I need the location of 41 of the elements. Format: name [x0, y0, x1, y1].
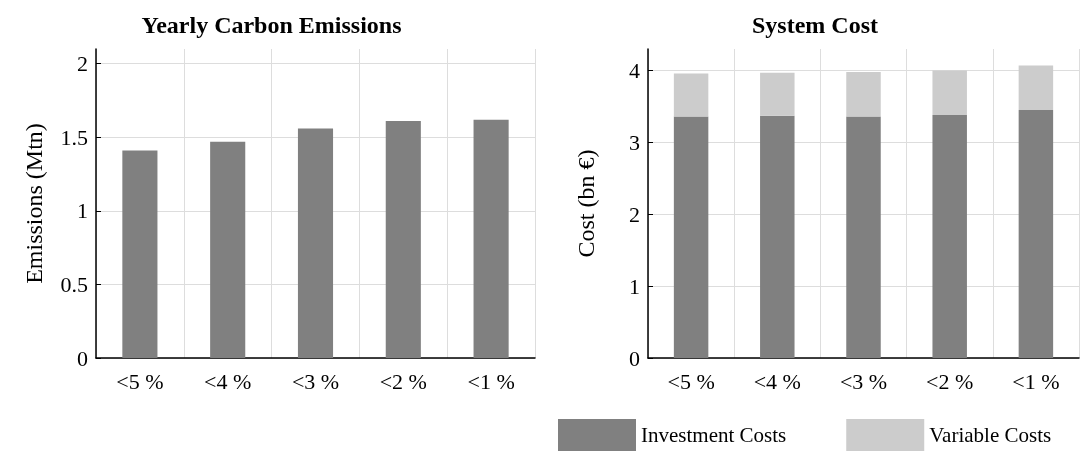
x-tick-label: <1 %	[467, 368, 515, 394]
y-axis-title: Emissions (Mtn)	[21, 123, 47, 284]
y-axis-title: Cost (bn €)	[573, 149, 599, 258]
y-tick-label: 1.5	[60, 124, 88, 150]
y-tick-label: 1	[77, 198, 88, 224]
bar	[846, 72, 881, 117]
bar	[932, 70, 967, 116]
bar	[673, 73, 709, 117]
chart-title: System Cost	[752, 12, 878, 38]
x-tick-label: <5 %	[116, 368, 164, 394]
y-tick-label: 0	[77, 345, 88, 371]
x-tick-label: <3 %	[839, 368, 888, 394]
bar	[385, 121, 421, 358]
bar	[473, 119, 509, 358]
bar	[846, 116, 881, 358]
bar	[673, 116, 709, 358]
y-tick-label: 0	[629, 345, 640, 371]
x-tick-label: <2 %	[379, 368, 427, 394]
bar	[1018, 65, 1054, 111]
bar	[122, 150, 158, 358]
y-tick-label: 2	[77, 51, 88, 77]
bar	[1018, 110, 1054, 358]
x-tick-label: <1 %	[1012, 368, 1060, 394]
y-tick-label: 0.5	[60, 271, 88, 297]
legend-label: Investment Costs	[641, 423, 787, 447]
legend-label: Variable Costs	[929, 423, 1052, 447]
x-tick-label: <3 %	[291, 368, 340, 394]
x-tick-label: <4 %	[204, 368, 252, 394]
x-tick-label: <2 %	[926, 368, 974, 394]
x-tick-label: <4 %	[753, 368, 801, 394]
chart-title: Yearly Carbon Emissions	[141, 12, 402, 38]
y-tick-label: 1	[629, 273, 640, 299]
y-tick-label: 3	[629, 129, 640, 155]
bar	[932, 115, 967, 358]
y-tick-label: 2	[629, 201, 640, 227]
bar	[760, 115, 795, 358]
x-tick-label: <5 %	[667, 368, 715, 394]
bar	[297, 128, 334, 358]
bar	[760, 72, 795, 116]
y-tick-label: 4	[629, 58, 640, 84]
bar	[210, 141, 246, 358]
